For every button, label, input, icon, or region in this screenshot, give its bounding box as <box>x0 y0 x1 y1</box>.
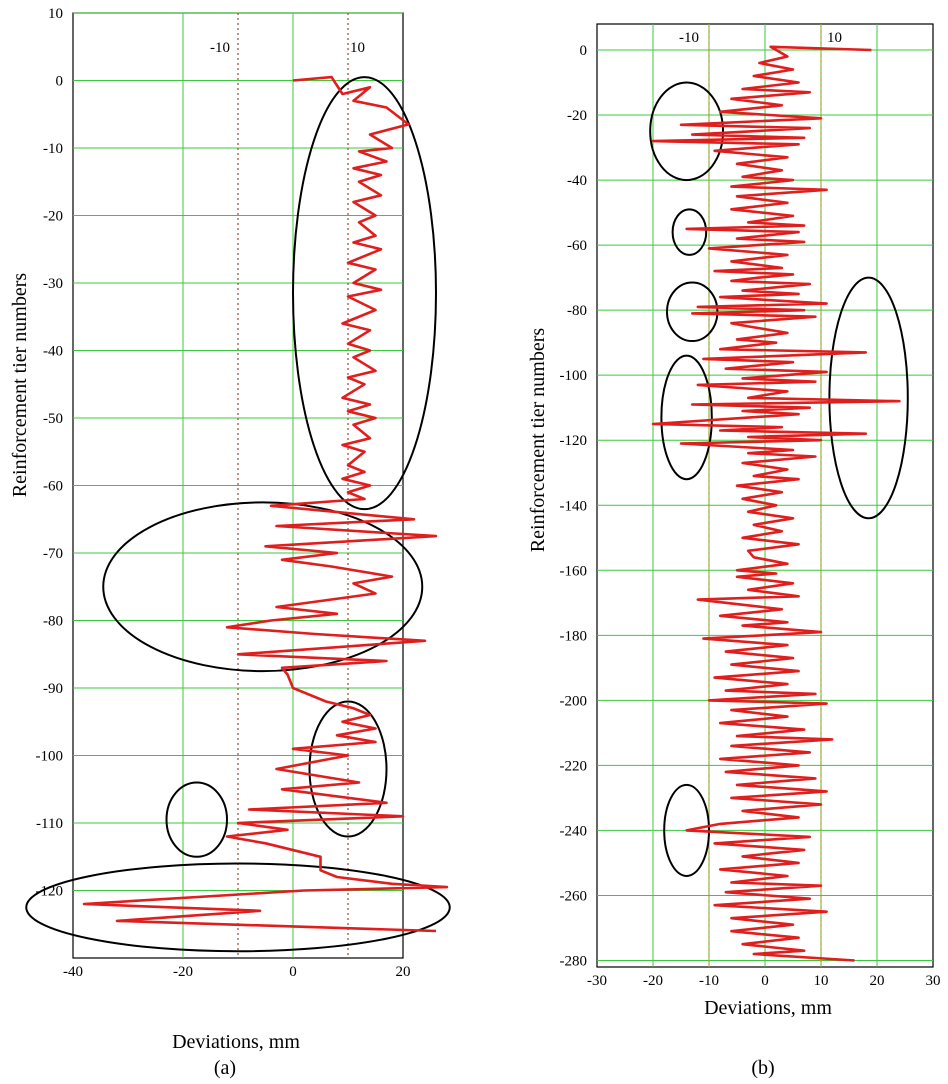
highlight-ellipse <box>649 81 724 182</box>
x-tick-label: -20 <box>173 964 193 980</box>
y-tick-label: -20 <box>43 209 63 225</box>
y-tick-labels-a: 10 0 -10 -20 -30 -40 -50 -60 -70 -80 -90 -100 -110 -1… <box>36 6 64 900</box>
y-tick-label: -70 <box>43 546 63 562</box>
y-tick-label: -80 <box>43 614 63 630</box>
x-axis-label-a: Deviations, mm <box>172 1031 300 1053</box>
y-tick-label: -160 <box>560 563 588 579</box>
x-tick-label: 20 <box>396 964 411 980</box>
y-axis-label-a: Reinforcement tier numbers <box>9 273 31 498</box>
highlight-ellipse <box>671 208 708 256</box>
y-tick-label: -120 <box>560 433 588 449</box>
highlight-ellipses-a <box>25 76 451 953</box>
y-tick-label: -40 <box>43 344 63 360</box>
x-tick-label: 0 <box>761 973 769 989</box>
gridlines-b <box>597 24 933 967</box>
x-tick-label: 20 <box>870 973 885 989</box>
y-tick-label: -60 <box>567 238 587 254</box>
highlight-ellipse <box>165 781 228 858</box>
highlight-ellipse <box>102 501 424 673</box>
y-tick-label: -20 <box>567 108 587 124</box>
y-tick-label: -120 <box>36 884 64 900</box>
y-tick-label: -280 <box>560 953 588 969</box>
y-tick-label: -30 <box>43 276 63 292</box>
x-tick-labels-b: -30 -20 -10 0 10 20 30 <box>587 973 941 989</box>
reference-lines-a: -10 10 <box>210 13 365 958</box>
y-tick-label: -200 <box>560 693 588 709</box>
y-tick-label: -100 <box>560 368 588 384</box>
y-tick-label: -100 <box>36 749 64 765</box>
y-tick-label: -40 <box>567 173 587 189</box>
deviation-series-a <box>82 75 449 933</box>
panel-caption-b: (b) <box>751 1057 774 1079</box>
y-tick-label: -80 <box>567 303 587 319</box>
y-tick-labels-b: 0 -20 -40 -60 -80 -100 -120 -140 -160 -180 -200 -22… <box>560 43 588 969</box>
y-tick-label: -90 <box>43 681 63 697</box>
reference-line-label: 10 <box>350 40 365 56</box>
panel-caption-a: (a) <box>214 1057 236 1079</box>
y-tick-label: -140 <box>560 498 588 514</box>
y-tick-label: 10 <box>48 6 63 22</box>
x-tick-label: -20 <box>643 973 663 989</box>
x-tick-labels-a: -40 -20 0 20 <box>63 964 411 980</box>
x-axis-label-b: Deviations, mm <box>704 997 832 1019</box>
y-tick-label: -260 <box>560 888 588 904</box>
highlight-ellipse <box>292 76 437 511</box>
x-tick-label: 10 <box>814 973 829 989</box>
reference-line-label: -10 <box>679 30 699 46</box>
x-tick-label: 0 <box>289 964 297 980</box>
x-tick-label: -40 <box>63 964 83 980</box>
reference-line-label: -10 <box>210 40 230 56</box>
highlight-ellipse <box>828 276 909 520</box>
y-tick-label: -50 <box>43 411 63 427</box>
y-tick-label: 0 <box>56 74 64 90</box>
reference-line-label: 10 <box>827 30 842 46</box>
highlight-ellipse <box>660 354 713 481</box>
reference-lines-b: -10 10 <box>679 24 842 967</box>
y-tick-label: -220 <box>560 758 588 774</box>
chart-panel-a: -10 10 -40 -20 0 20 10 0 -10 -20 -30 -40 -50 -60 -70… <box>9 6 451 1079</box>
y-tick-label: -10 <box>43 141 63 157</box>
y-tick-label: 0 <box>580 43 588 59</box>
highlight-ellipse <box>308 700 388 838</box>
chart-panel-b: -10 10 -30 -20 -10 0 10 20 30 0-20-40-60-80-100… <box>527 23 941 1079</box>
highlight-ellipse <box>25 862 451 953</box>
y-tick-label: -180 <box>560 628 588 644</box>
y-tick-label: -60 <box>43 479 63 495</box>
y-tick-label: -240 <box>560 823 588 839</box>
x-tick-label: -10 <box>699 973 719 989</box>
y-axis-label-b: Reinforcement tier numbers <box>527 328 549 553</box>
x-tick-label: -30 <box>587 973 607 989</box>
x-tick-label: 30 <box>926 973 941 989</box>
y-tick-label: -110 <box>36 816 63 832</box>
deviation-series-b <box>651 45 901 962</box>
